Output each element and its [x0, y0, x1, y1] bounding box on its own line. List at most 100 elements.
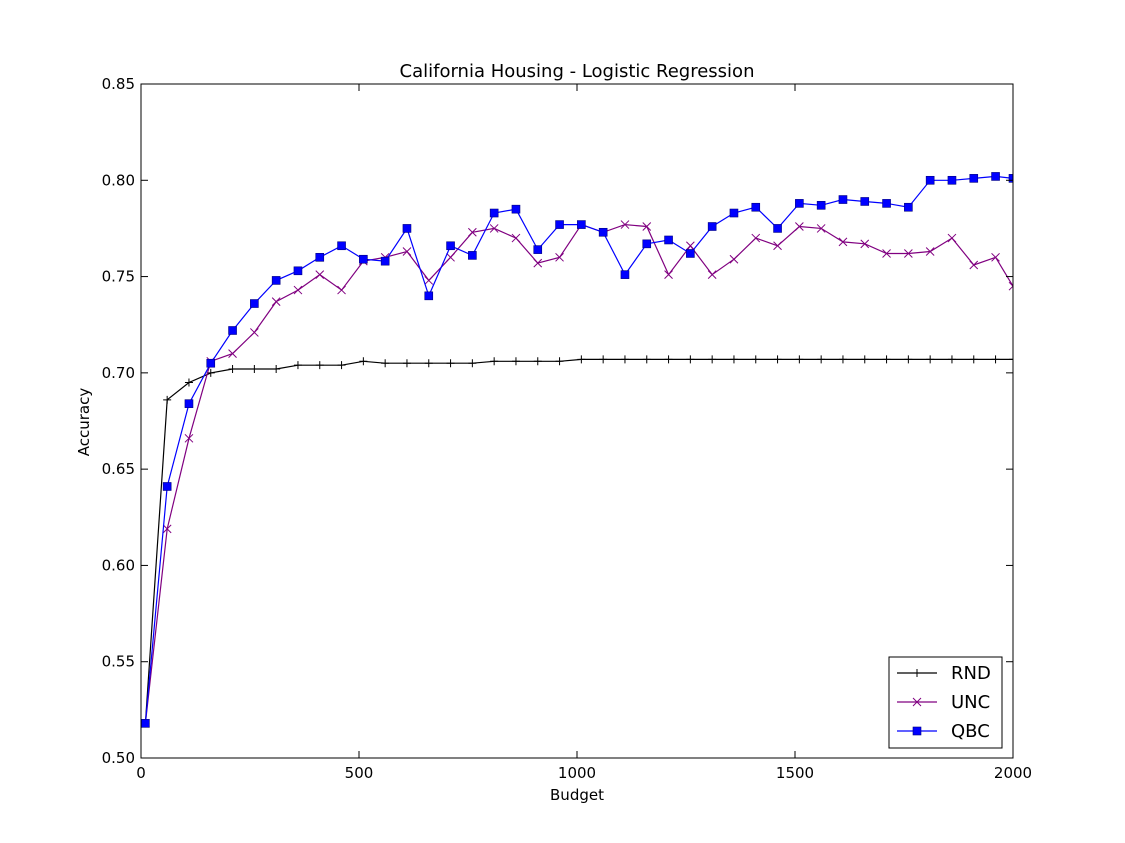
data-point-unc-23 [642, 222, 652, 231]
data-point-qbc-13 [424, 291, 434, 301]
y-tick-label-4: 0.70 [102, 364, 135, 382]
series-qbc [141, 172, 1013, 728]
data-point-qbc-27 [729, 208, 739, 218]
data-point-unc-38 [969, 260, 979, 270]
data-point-rnd-26 [708, 355, 717, 364]
data-point-unc-35 [904, 249, 913, 258]
data-point-qbc-21 [598, 227, 608, 237]
data-point-qbc-7 [293, 266, 303, 276]
data-point-unc-7 [293, 285, 303, 295]
data-point-rnd-10 [359, 357, 368, 366]
data-point-unc-27 [729, 254, 739, 264]
x-tick-label-0: 0 [136, 764, 146, 782]
data-point-rnd-9 [337, 361, 346, 370]
y-tick-label-1: 0.55 [102, 653, 135, 671]
legend-marker-rnd [913, 669, 921, 677]
data-point-unc-1 [162, 524, 172, 534]
data-point-rnd-17 [511, 357, 520, 366]
data-point-rnd-23 [642, 355, 651, 364]
data-point-unc-33 [860, 239, 870, 249]
data-point-rnd-16 [490, 357, 499, 366]
y-tick-label-7: 0.85 [102, 75, 135, 93]
data-point-qbc-31 [816, 201, 826, 210]
data-point-unc-18 [533, 258, 543, 268]
data-point-qbc-20 [577, 220, 586, 229]
data-point-unc-19 [555, 252, 564, 262]
data-point-qbc-30 [795, 199, 804, 208]
data-point-qbc-36 [925, 175, 935, 185]
data-point-rnd-28 [751, 355, 760, 364]
data-point-unc-13 [424, 276, 434, 285]
data-point-rnd-18 [533, 357, 542, 366]
data-point-rnd-29 [773, 355, 782, 364]
data-point-qbc-15 [468, 251, 477, 260]
data-point-rnd-21 [599, 355, 608, 364]
data-point-rnd-7 [293, 361, 302, 370]
data-point-qbc-2 [184, 399, 194, 408]
data-point-qbc-22 [620, 270, 630, 279]
data-point-qbc-28 [751, 202, 761, 212]
data-point-qbc-3 [206, 358, 216, 368]
data-point-qbc-1 [162, 482, 172, 491]
x-tick-label-4: 2000 [994, 764, 1032, 782]
legend-marker-unc [912, 697, 922, 707]
data-point-unc-4 [228, 349, 237, 358]
legend-label-unc: UNC [951, 692, 990, 713]
data-point-rnd-37 [947, 355, 956, 364]
legend: RND UNC QBC [888, 656, 1003, 749]
data-point-rnd-13 [424, 359, 433, 368]
data-point-qbc-11 [380, 256, 390, 266]
data-point-unc-39 [991, 252, 1000, 262]
data-point-qbc-18 [533, 245, 543, 254]
data-point-rnd-8 [315, 361, 324, 370]
data-point-qbc-37 [947, 175, 957, 185]
data-point-rnd-12 [402, 359, 411, 368]
data-point-qbc-26 [707, 222, 717, 231]
data-point-qbc-6 [271, 276, 281, 285]
data-point-unc-6 [271, 297, 281, 306]
data-point-rnd-6 [272, 365, 281, 374]
data-point-rnd-35 [904, 355, 913, 364]
data-point-unc-2 [184, 433, 194, 443]
data-point-rnd-40 [1009, 355, 1013, 364]
data-point-qbc-38 [969, 174, 979, 183]
legend-marker-qbc [912, 726, 922, 736]
data-point-qbc-35 [904, 202, 913, 212]
data-point-unc-32 [838, 237, 848, 247]
y-axis-label: Accuracy [75, 388, 93, 457]
y-tick-label-2: 0.60 [102, 556, 135, 574]
data-point-unc-12 [402, 247, 412, 256]
data-point-qbc-4 [228, 326, 237, 335]
data-point-qbc-14 [446, 241, 455, 251]
data-point-rnd-32 [838, 355, 847, 364]
data-point-unc-25 [686, 241, 695, 251]
data-point-qbc-19 [555, 220, 564, 229]
data-point-rnd-25 [686, 355, 695, 364]
data-point-qbc-16 [489, 208, 499, 218]
x-tick-label-1: 500 [345, 764, 374, 782]
data-point-qbc-10 [359, 254, 368, 264]
data-point-qbc-9 [337, 241, 346, 251]
data-point-unc-40 [1008, 281, 1013, 291]
data-point-unc-14 [446, 252, 455, 262]
data-point-unc-17 [511, 233, 521, 243]
data-point-rnd-14 [446, 359, 455, 368]
data-point-unc-22 [620, 220, 630, 229]
data-point-rnd-24 [664, 355, 673, 364]
data-point-rnd-27 [729, 355, 738, 364]
data-point-rnd-30 [795, 355, 804, 364]
data-point-unc-15 [468, 227, 477, 237]
data-point-unc-9 [337, 285, 346, 295]
data-point-qbc-23 [642, 239, 652, 249]
data-point-unc-30 [795, 222, 804, 231]
data-point-qbc-8 [315, 253, 325, 262]
data-point-unc-5 [250, 328, 259, 337]
y-tick-label-5: 0.75 [102, 268, 135, 286]
data-point-unc-37 [947, 233, 957, 243]
data-point-unc-8 [315, 270, 325, 279]
data-point-qbc-0 [141, 719, 150, 728]
data-point-unc-16 [489, 224, 499, 233]
data-point-rnd-38 [969, 355, 978, 364]
data-point-rnd-4 [228, 365, 237, 374]
